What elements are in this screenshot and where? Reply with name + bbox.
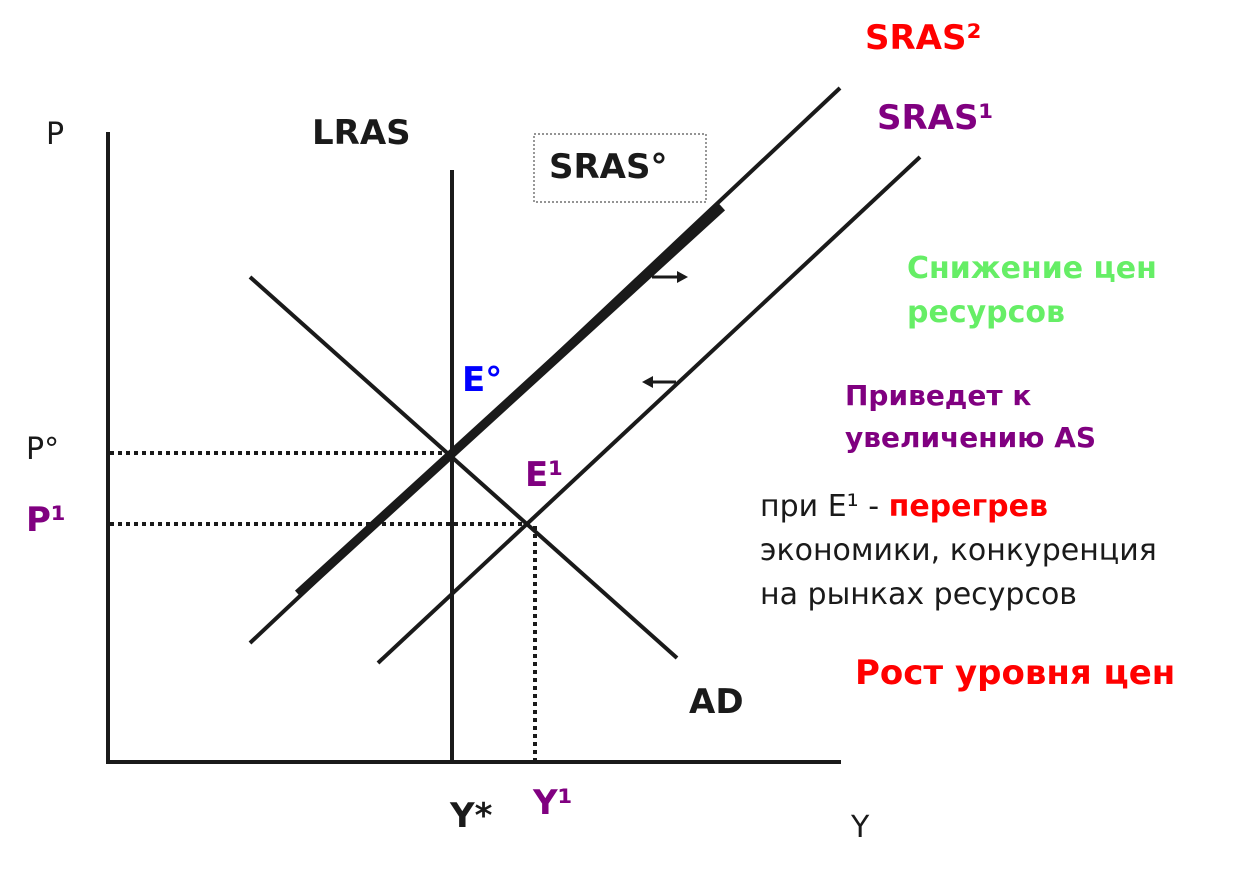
- overheat-line1: при Е¹ - перегрев: [760, 485, 1157, 529]
- resource-price-line1: Снижение цен: [907, 251, 1157, 286]
- overheat-dash: -: [868, 489, 880, 524]
- increase-note: Приведет к увеличению AS: [845, 375, 1096, 459]
- overheat-line2: экономики, конкуренция: [760, 533, 1157, 568]
- sras0-line: [294, 203, 726, 598]
- ad-label: AD: [689, 682, 744, 722]
- ad-line: [248, 275, 679, 660]
- y-axis-label: P: [46, 117, 65, 152]
- overheat-word: перегрев: [888, 489, 1048, 524]
- arrow-left-icon: [642, 376, 676, 388]
- overheat-sup: ¹: [846, 489, 859, 524]
- resource-price-note: Снижение цен ресурсов: [907, 247, 1157, 335]
- overheat-note: при Е¹ - перегрев экономики, конкуренция…: [760, 485, 1157, 617]
- ystar-label: Y*: [450, 796, 493, 836]
- x-axis-label: Y: [851, 810, 870, 845]
- price-growth-note: Рост уровня цен: [855, 653, 1176, 693]
- sras0-label-box: [533, 133, 707, 203]
- overheat-line3: на рынках ресурсов: [760, 577, 1077, 612]
- lras-label: LRAS: [312, 113, 411, 153]
- arrow-right-icon: [652, 271, 688, 283]
- resource-price-line2: ресурсов: [907, 295, 1066, 330]
- sras2-label: SRAS²: [865, 18, 982, 58]
- p0-label: P°: [26, 432, 60, 467]
- overheat-prefix: при Е: [760, 489, 847, 524]
- sras1-line: [376, 155, 922, 665]
- e0-label: E°: [462, 360, 503, 400]
- increase-line1: Приведет к: [845, 379, 1032, 412]
- sras0-label: SRAS°: [549, 147, 668, 187]
- increase-line2: увеличению AS: [845, 421, 1097, 454]
- sras1-label: SRAS¹: [877, 98, 994, 138]
- y1-label: Y¹: [533, 783, 573, 823]
- e1-label: E¹: [525, 455, 564, 495]
- p1-label: P¹: [26, 500, 66, 540]
